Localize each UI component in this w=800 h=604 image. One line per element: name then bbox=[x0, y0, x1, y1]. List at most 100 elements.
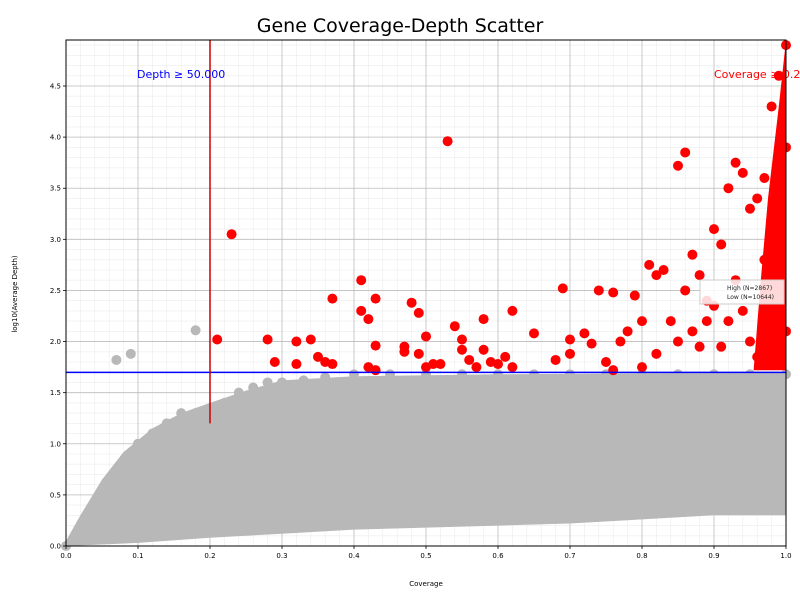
high-point bbox=[212, 334, 223, 345]
high-point bbox=[413, 348, 424, 359]
low-point bbox=[233, 387, 244, 398]
high-point bbox=[651, 348, 662, 359]
low-point bbox=[125, 348, 136, 359]
high-point bbox=[565, 334, 575, 345]
low-point bbox=[125, 449, 136, 459]
coverage-threshold-label: Coverage ≥ 0.20 bbox=[714, 68, 800, 81]
high-point bbox=[637, 362, 647, 373]
low-point bbox=[111, 354, 122, 365]
high-point bbox=[629, 290, 640, 301]
depth-threshold-label: Depth ≥ 50.000 bbox=[137, 68, 225, 81]
high-point bbox=[737, 305, 748, 316]
high-point bbox=[399, 346, 410, 357]
high-series-points bbox=[212, 40, 791, 376]
low-point bbox=[349, 369, 359, 380]
x-axis-label: Coverage bbox=[409, 580, 443, 588]
high-point bbox=[457, 344, 467, 355]
high-point bbox=[464, 354, 475, 365]
y-tick-label: 0.5 bbox=[50, 491, 61, 499]
legend: High (N=2867) Low (N=10644) bbox=[699, 279, 785, 305]
high-point bbox=[363, 314, 374, 325]
low-point bbox=[111, 464, 122, 475]
x-tick-label: 0.9 bbox=[708, 552, 719, 560]
low-series-cloud bbox=[66, 372, 786, 546]
y-tick-label: 3.5 bbox=[50, 185, 61, 193]
high-point bbox=[737, 167, 748, 178]
legend-entry-high: High (N=2867) bbox=[727, 285, 772, 292]
high-point bbox=[608, 287, 619, 298]
y-tick-label: 2.5 bbox=[50, 287, 61, 295]
x-tick-label: 0.0 bbox=[60, 552, 71, 560]
high-point bbox=[665, 316, 676, 327]
low-point bbox=[745, 369, 755, 380]
high-point bbox=[226, 229, 237, 240]
low-point bbox=[493, 369, 503, 380]
x-tick-label: 0.4 bbox=[348, 552, 360, 560]
high-point bbox=[673, 336, 683, 347]
y-tick-label: 4.5 bbox=[50, 83, 61, 91]
x-tick-label: 0.6 bbox=[492, 552, 504, 560]
high-point bbox=[680, 147, 691, 158]
low-point bbox=[673, 369, 683, 380]
low-series-density bbox=[66, 372, 786, 546]
high-point bbox=[356, 275, 367, 286]
low-point bbox=[298, 375, 309, 386]
high-point bbox=[305, 334, 316, 345]
high-point bbox=[370, 365, 381, 376]
high-point bbox=[370, 340, 381, 351]
chart-title: Gene Coverage-Depth Scatter bbox=[257, 15, 544, 37]
high-point bbox=[370, 293, 381, 304]
low-point bbox=[104, 489, 115, 500]
high-point bbox=[601, 357, 611, 367]
low-point bbox=[190, 325, 201, 336]
low-point bbox=[385, 369, 395, 380]
high-point bbox=[644, 259, 655, 270]
high-point bbox=[269, 357, 280, 367]
y-tick-label: 3.0 bbox=[50, 236, 61, 244]
high-point bbox=[766, 101, 777, 112]
high-point bbox=[658, 265, 669, 275]
high-point bbox=[608, 365, 619, 376]
low-point bbox=[190, 408, 201, 419]
high-point bbox=[557, 283, 568, 294]
high-point bbox=[723, 316, 734, 327]
low-point bbox=[147, 428, 158, 439]
high-point bbox=[327, 293, 338, 304]
y-axis-label: log10(Average Depth) bbox=[11, 255, 19, 333]
low-point bbox=[248, 382, 259, 393]
high-point bbox=[752, 193, 763, 204]
x-axis-ticks: 0.0 0.1 0.2 0.3 0.4 0.5 0.6 0.7 0.8 0.9 1.0 bbox=[60, 546, 792, 560]
high-point bbox=[313, 351, 323, 362]
high-point bbox=[651, 270, 662, 281]
high-point bbox=[507, 305, 518, 316]
legend-box bbox=[699, 279, 785, 305]
low-point bbox=[565, 369, 575, 380]
high-point bbox=[500, 351, 511, 362]
high-point bbox=[478, 344, 489, 355]
high-point bbox=[291, 359, 302, 370]
x-tick-label: 0.8 bbox=[636, 552, 647, 560]
high-point bbox=[759, 254, 770, 265]
high-point bbox=[550, 354, 561, 365]
high-point bbox=[457, 334, 467, 345]
low-point bbox=[262, 377, 273, 388]
high-point bbox=[442, 136, 453, 147]
high-point bbox=[773, 213, 784, 224]
x-tick-label: 0.3 bbox=[276, 552, 287, 560]
high-point bbox=[637, 316, 647, 327]
high-point bbox=[716, 341, 727, 352]
low-point bbox=[89, 510, 100, 521]
high-point bbox=[701, 316, 712, 327]
high-point bbox=[694, 341, 705, 352]
high-point bbox=[291, 336, 302, 347]
high-point bbox=[745, 336, 755, 347]
low-point bbox=[529, 369, 539, 380]
high-point bbox=[586, 338, 597, 349]
y-tick-label: 4.0 bbox=[50, 134, 61, 142]
high-point bbox=[723, 183, 734, 194]
y-tick-label: 1.0 bbox=[50, 440, 61, 448]
high-point bbox=[680, 285, 691, 296]
high-point bbox=[615, 336, 626, 347]
low-point bbox=[457, 369, 467, 380]
